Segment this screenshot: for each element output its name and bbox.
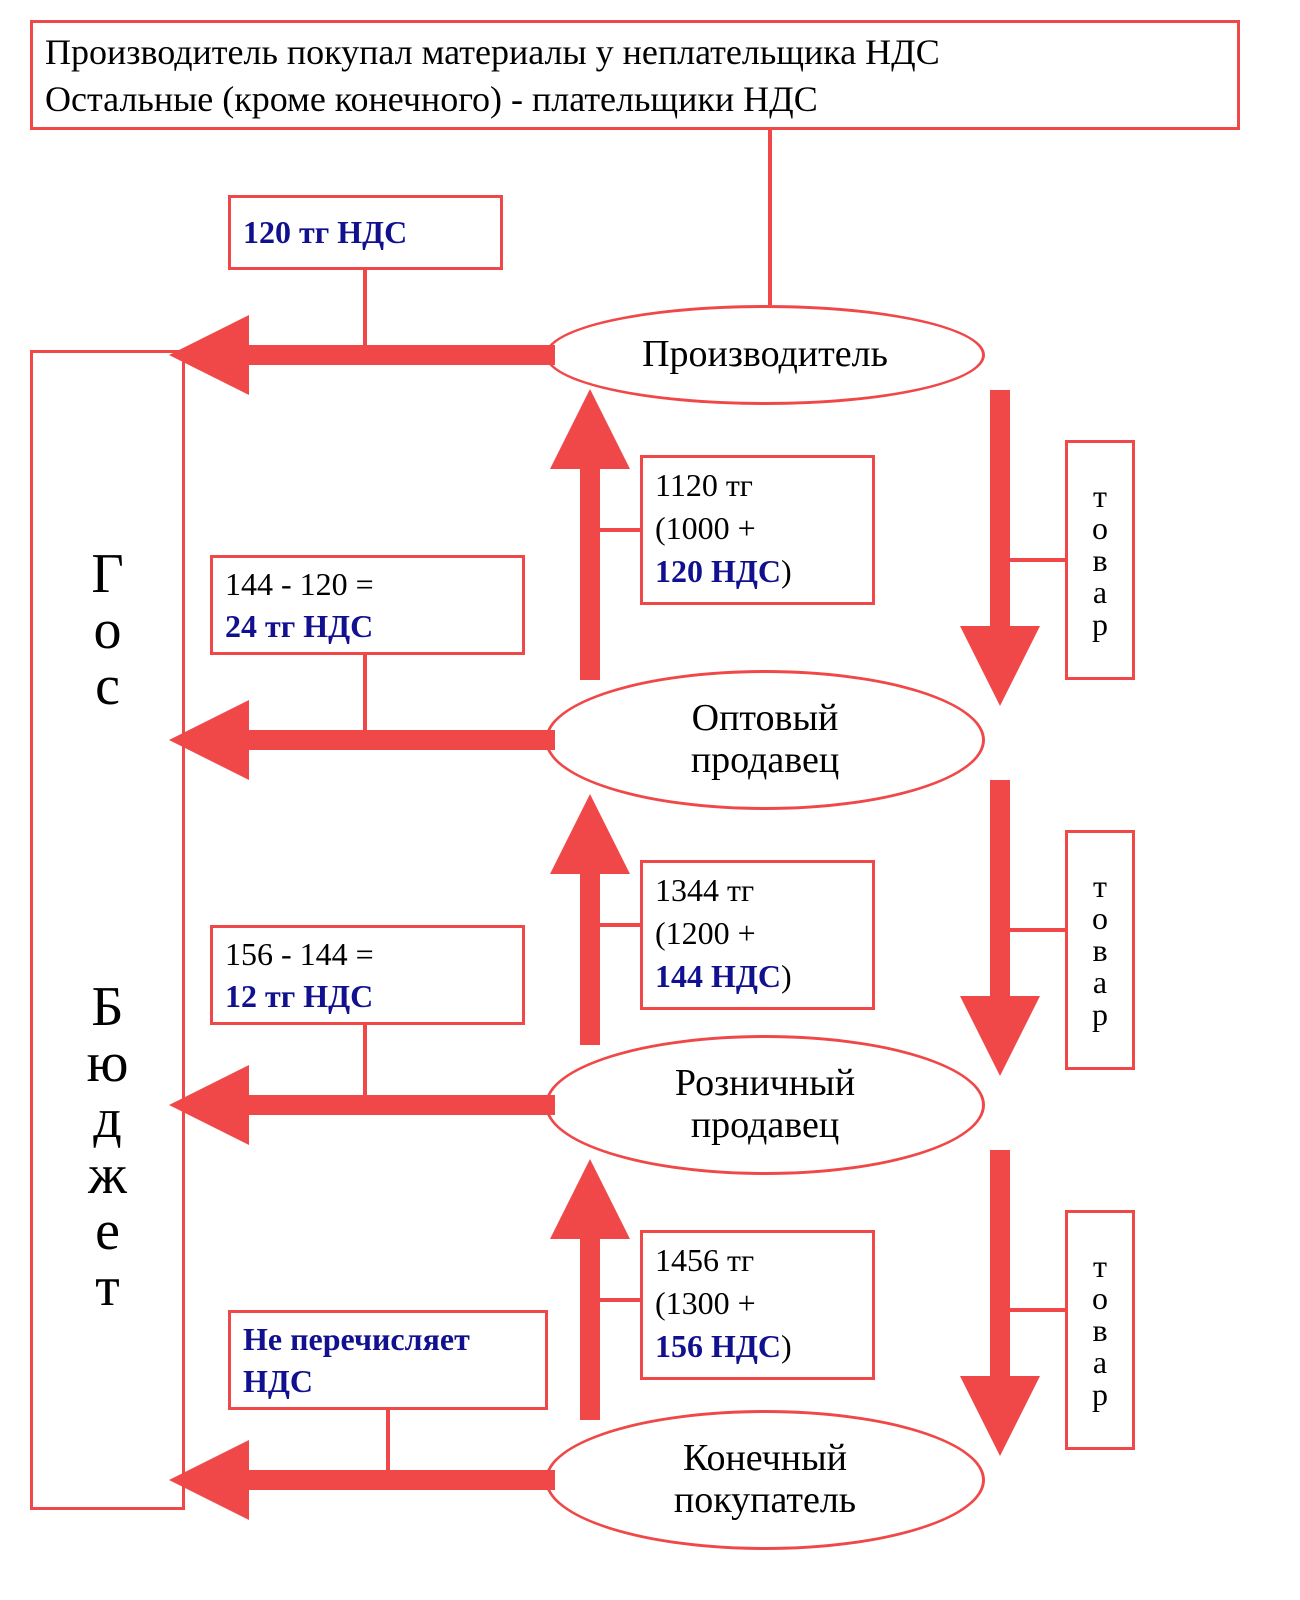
- title-line-2: Остальные (кроме конечного) - плательщик…: [45, 76, 1225, 123]
- vat-box-1: 120 тг НДС: [228, 195, 503, 270]
- goods-box-1: товар: [1065, 440, 1135, 680]
- price-box-3: 1456 тг(1300 + 156 НДС): [640, 1230, 875, 1380]
- price-breakdown: (1200 + 144 НДС): [655, 912, 860, 998]
- entity-label: Конечный покупатель: [674, 1438, 856, 1522]
- price-vat: 156 НДС: [655, 1325, 781, 1368]
- price-post: ): [781, 1325, 792, 1368]
- price-pre: (1300 +: [655, 1282, 756, 1325]
- vat-box-3: 156 - 144 = 12 тг НДС: [210, 925, 525, 1025]
- price-total: 1344 тг: [655, 869, 860, 912]
- goods-box-3: товар: [1065, 1210, 1135, 1450]
- vat-box-2: 144 - 120 = 24 тг НДС: [210, 555, 525, 655]
- vat-text: 24 тг НДС: [225, 606, 373, 648]
- vat-text: Не перечисляет НДС: [243, 1319, 533, 1402]
- price-breakdown: (1000 + 120 НДС): [655, 507, 860, 593]
- vat-box-4: Не перечисляет НДС: [228, 1310, 548, 1410]
- title-line-1: Производитель покупал материалы у неплат…: [45, 29, 1225, 76]
- price-breakdown: (1300 + 156 НДС): [655, 1282, 860, 1368]
- budget-word-2: Бюджет: [87, 979, 129, 1315]
- budget-box: Гос Бюджет: [30, 350, 185, 1510]
- entity-label: Оптовый продавец: [691, 698, 839, 782]
- budget-word-1: Гос: [91, 546, 123, 714]
- goods-box-2: товар: [1065, 830, 1135, 1070]
- price-post: ): [781, 955, 792, 998]
- title-box: Производитель покупал материалы у неплат…: [30, 20, 1240, 130]
- price-total: 1456 тг: [655, 1239, 860, 1282]
- entity-producer: Производитель: [545, 305, 985, 405]
- price-post: ): [781, 550, 792, 593]
- price-pre: (1000 +: [655, 507, 756, 550]
- vat-text: 144 - 120 =: [225, 564, 374, 606]
- entity-label: Розничный продавец: [675, 1063, 855, 1147]
- entity-retail: Розничный продавец: [545, 1035, 985, 1175]
- vat-text: 120 тг НДС: [243, 212, 407, 254]
- price-box-2: 1344 тг(1200 + 144 НДС): [640, 860, 875, 1010]
- entity-wholesale: Оптовый продавец: [545, 670, 985, 810]
- price-pre: (1200 +: [655, 912, 756, 955]
- price-total: 1120 тг: [655, 464, 860, 507]
- vat-text: 156 - 144 =: [225, 934, 374, 976]
- price-vat: 144 НДС: [655, 955, 781, 998]
- entity-label: Производитель: [642, 334, 888, 376]
- vat-text: 12 тг НДС: [225, 976, 373, 1018]
- price-box-1: 1120 тг(1000 + 120 НДС): [640, 455, 875, 605]
- entity-consumer: Конечный покупатель: [545, 1410, 985, 1550]
- price-vat: 120 НДС: [655, 550, 781, 593]
